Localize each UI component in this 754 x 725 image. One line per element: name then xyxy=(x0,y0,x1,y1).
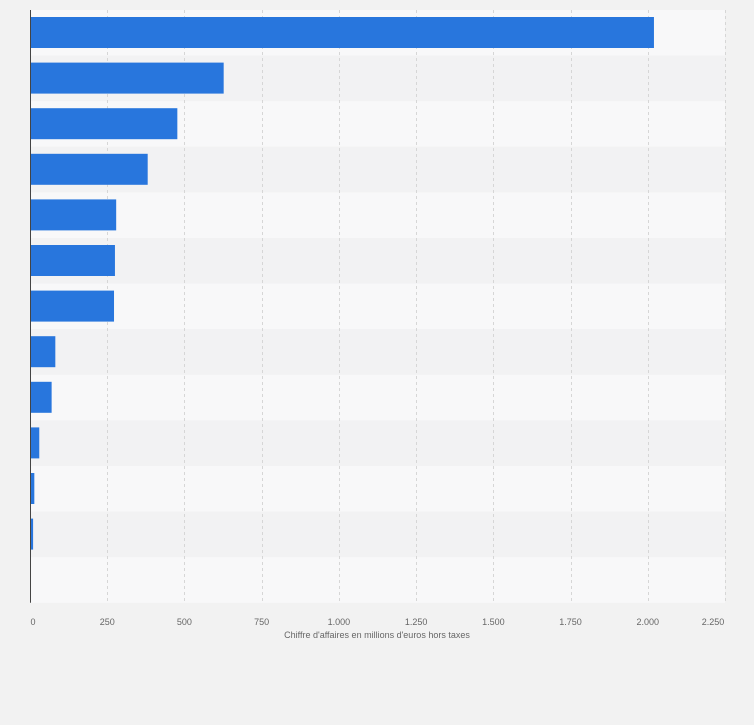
x-axis-ticks: 0 250 500 750 1.000 1.250 1.500 1.750 2.000 2.250 xyxy=(30,617,724,627)
bar[interactable] xyxy=(30,153,148,185)
row-band xyxy=(30,557,725,603)
x-tick-label: 1.250 xyxy=(405,617,428,627)
bar[interactable] xyxy=(30,245,115,276)
bar[interactable] xyxy=(30,518,34,550)
x-tick-label: 1.000 xyxy=(328,617,351,627)
bar[interactable] xyxy=(30,199,117,231)
bar[interactable] xyxy=(30,62,224,94)
x-tick-label: 750 xyxy=(254,617,269,627)
row-band xyxy=(30,192,725,238)
row-band xyxy=(30,420,725,466)
row-bands xyxy=(30,10,725,603)
row-band xyxy=(30,466,725,512)
x-tick-label: 2.250 xyxy=(702,617,725,627)
x-tick-label: 500 xyxy=(177,617,192,627)
x-tick-label: 250 xyxy=(100,617,115,627)
bars xyxy=(30,17,654,550)
bar[interactable] xyxy=(30,108,178,140)
bar[interactable] xyxy=(30,427,40,459)
x-tick-label: 1.500 xyxy=(482,617,505,627)
bar[interactable] xyxy=(30,17,654,48)
x-tick-label: 0 xyxy=(30,617,35,627)
row-band xyxy=(30,238,725,284)
bar[interactable] xyxy=(30,336,56,368)
x-axis-title: Chiffre d'affaires en millions d'euros h… xyxy=(284,630,470,640)
row-band xyxy=(30,329,725,375)
bar[interactable] xyxy=(30,290,115,322)
x-tick-label: 2.000 xyxy=(637,617,660,627)
bar[interactable] xyxy=(30,473,35,504)
row-band xyxy=(30,374,725,421)
row-band xyxy=(30,283,725,330)
bar[interactable] xyxy=(30,381,52,413)
row-band xyxy=(30,511,725,558)
x-tick-label: 1.750 xyxy=(559,617,582,627)
